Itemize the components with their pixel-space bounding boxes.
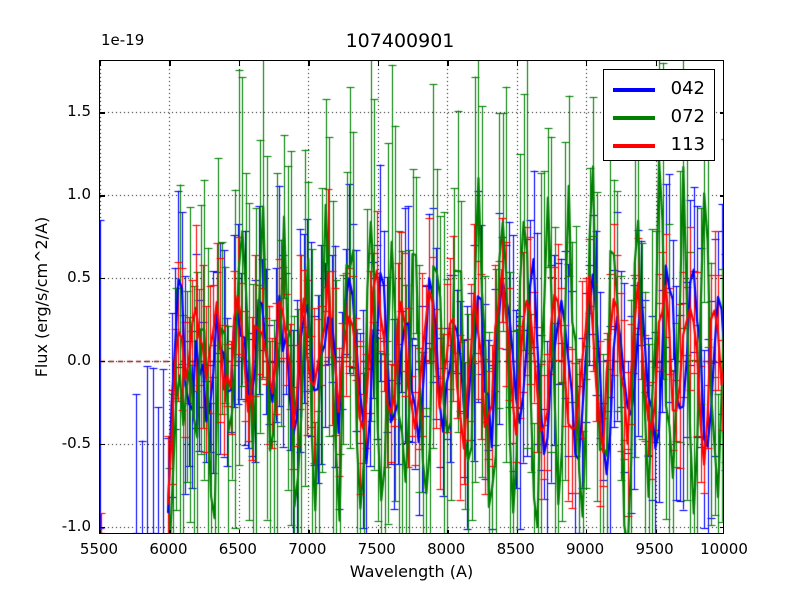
legend-swatch-072 [613, 116, 655, 120]
y-tick-label: -0.5 [61, 433, 91, 452]
y-tick-label: 1.5 [67, 102, 91, 121]
legend-item-042: 042 [604, 76, 714, 104]
x-tick-label: 9500 [635, 540, 674, 558]
y-tick-label: 0.0 [67, 350, 91, 369]
x-tick-label: 8500 [496, 540, 535, 558]
legend-swatch-113 [613, 144, 655, 148]
y-tick-label: 1.0 [67, 185, 91, 204]
x-tick-label: 6000 [149, 540, 188, 558]
legend-swatch-042 [613, 88, 655, 92]
legend-label-113: 113 [670, 134, 705, 155]
plot-area [99, 60, 724, 534]
legend-label-042: 042 [670, 78, 705, 99]
legend-item-113: 113 [604, 132, 714, 160]
x-tick-label: 7000 [288, 540, 327, 558]
legend-box[interactable]: 042 072 113 [603, 69, 715, 161]
x-tick-label: 5500 [79, 540, 119, 558]
x-tick-label: 10000 [700, 540, 748, 558]
y-tick-label: -1.0 [61, 516, 91, 535]
legend-label-072: 072 [670, 106, 705, 127]
x-tick-label: 9000 [566, 540, 605, 558]
x-tick-label: 7500 [357, 540, 396, 558]
y-tick-label: 0.5 [67, 268, 91, 287]
legend-item-072: 072 [604, 104, 714, 132]
x-axis-label: Wavelength (A) [349, 562, 474, 581]
y-axis-offset-text: 1e-19 [101, 31, 145, 49]
x-tick-label: 6500 [218, 540, 257, 558]
x-tick-label: 8000 [427, 540, 466, 558]
y-axis-label: Flux (erg/s/cm^2/A) [32, 216, 51, 378]
chart-title: 107400901 [345, 30, 455, 52]
